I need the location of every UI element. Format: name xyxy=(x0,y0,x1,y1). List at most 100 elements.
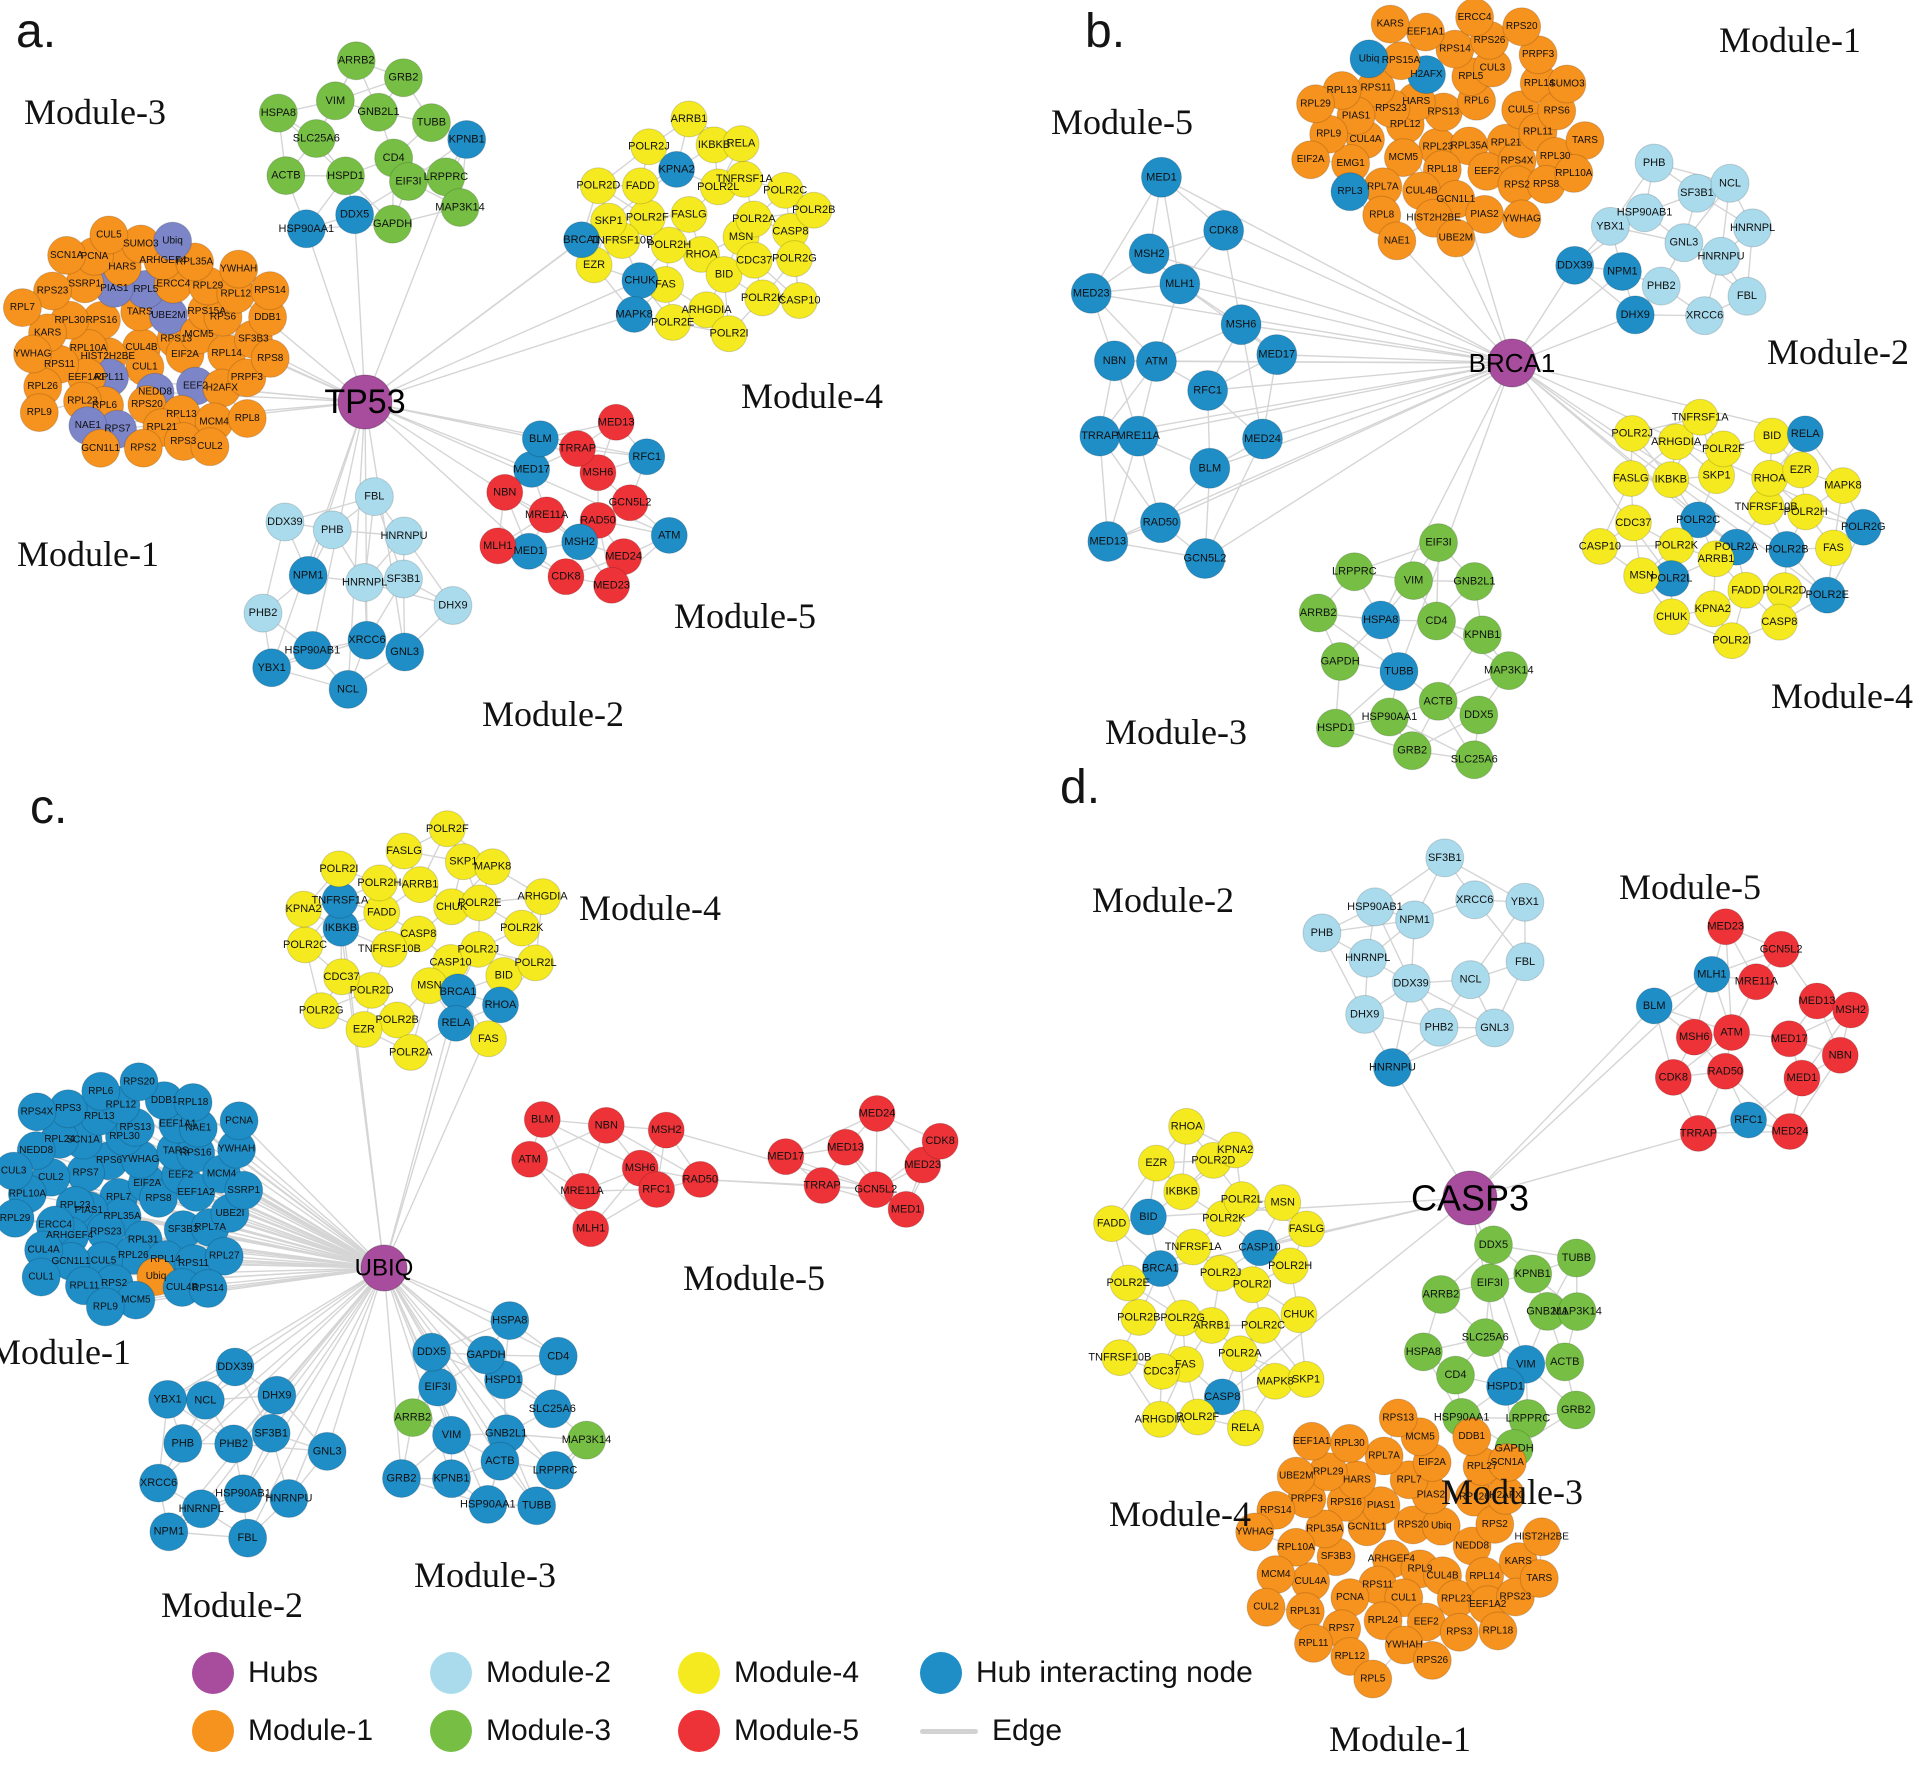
node-BLM xyxy=(521,420,559,458)
node-label-CUL4A: CUL4A xyxy=(27,1245,60,1256)
node-label-POLR2L: POLR2L xyxy=(1650,573,1692,585)
module-label-a-Module-2: Module-2 xyxy=(482,694,624,734)
node-label-POLR2G: POLR2G xyxy=(299,1005,344,1017)
node-label-RPS15A: RPS15A xyxy=(188,306,227,317)
node-POLR2A xyxy=(1221,1335,1259,1373)
node-label-EZR: EZR xyxy=(1145,1157,1167,1169)
node-label-RPL14: RPL14 xyxy=(1469,1571,1500,1582)
node-label-RAD50: RAD50 xyxy=(1143,517,1178,529)
node-FBL xyxy=(354,477,394,517)
node-FASLG xyxy=(385,832,423,870)
node-label-RPS26: RPS26 xyxy=(1474,35,1506,46)
node-POLR2J xyxy=(630,128,668,166)
node-label-GRB2: GRB2 xyxy=(1397,745,1427,757)
node-label-TNFRSF10B: TNFRSF10B xyxy=(1088,1352,1151,1364)
node-ATM xyxy=(1135,340,1177,382)
node-label-NAE1: NAE1 xyxy=(1384,235,1411,246)
node-GCN1L1 xyxy=(81,428,121,468)
node-label-RPS23: RPS23 xyxy=(90,1226,122,1237)
node-label-CUL2: CUL2 xyxy=(197,441,223,452)
node-label-SSRP1: SSRP1 xyxy=(227,1185,260,1196)
node-label-POLR2B: POLR2B xyxy=(792,204,835,216)
module-label-b-Module-5: Module-5 xyxy=(1051,102,1193,142)
node-RHOA xyxy=(481,986,519,1024)
node-POLR2I xyxy=(1233,1266,1271,1304)
node-label-RPL5: RPL5 xyxy=(1458,71,1483,82)
node-POLR2J xyxy=(459,930,497,968)
module-label-b-Module-4: Module-4 xyxy=(1771,676,1913,716)
node-label-RPL3: RPL3 xyxy=(1337,186,1362,197)
node-label-RPL26: RPL26 xyxy=(1459,1492,1490,1503)
node-MLH1 xyxy=(479,527,517,565)
node-label-YBX1: YBX1 xyxy=(1596,220,1624,232)
node-ATM xyxy=(1713,1013,1751,1051)
node-RPL10A xyxy=(1276,1527,1316,1567)
node-label-KPNB1: KPNB1 xyxy=(433,1473,469,1485)
node-label-EEF1A1: EEF1A1 xyxy=(1407,27,1445,38)
module-label-d-Module-1: Module-1 xyxy=(1329,1719,1471,1759)
node-label-MSN: MSN xyxy=(1270,1197,1295,1209)
node-label-CUL5: CUL5 xyxy=(96,229,122,240)
node-label-HNRNPU: HNRNPU xyxy=(265,1493,312,1505)
node-label-SUMO3: SUMO3 xyxy=(123,239,159,250)
node-label-CHUK: CHUK xyxy=(1656,611,1688,623)
node-label-RPL29: RPL29 xyxy=(193,281,224,292)
node-label-RPL14: RPL14 xyxy=(1524,78,1555,89)
node-MED17 xyxy=(1256,334,1298,376)
node-label-XRCC6: XRCC6 xyxy=(348,634,385,646)
node-label-RPL35A: RPL35A xyxy=(104,1211,142,1222)
module-label-c-Module-2: Module-2 xyxy=(161,1585,303,1625)
node-label-RPS20: RPS20 xyxy=(123,1076,155,1087)
node-label-HIST2H2BE: HIST2H2BE xyxy=(1514,1531,1569,1542)
node-RFC1 xyxy=(628,438,666,476)
node-RPL35A xyxy=(1305,1509,1345,1549)
node-label-CUL4B: CUL4B xyxy=(1405,186,1438,197)
node-HSP90AB1 xyxy=(1625,193,1665,233)
node-YWHAG xyxy=(1502,199,1542,239)
node-NCL xyxy=(328,669,368,709)
node-label-TRRAP: TRRAP xyxy=(1680,1127,1717,1139)
node-label-IKBKB: IKBKB xyxy=(325,922,357,934)
node-label-KPNB1: KPNB1 xyxy=(449,134,485,146)
node-label-MAP3K14: MAP3K14 xyxy=(1484,665,1534,677)
node-label-POLR2A: POLR2A xyxy=(1218,1348,1262,1360)
node-MAPK8 xyxy=(615,295,653,333)
node-DHX9 xyxy=(433,586,473,626)
node-label-MSN: MSN xyxy=(729,231,754,243)
node-label-POLR2J: POLR2J xyxy=(1200,1267,1242,1279)
node-RPL7A xyxy=(1364,1436,1404,1476)
node-BLM xyxy=(523,1100,561,1138)
panel-c: CASP8CASP10TNFRSF10BCHUKMSNFADDPOLR2JPOL… xyxy=(0,810,959,1625)
node-label-RPS14: RPS14 xyxy=(1260,1505,1292,1516)
node-label-UBE2I: UBE2I xyxy=(215,1208,244,1219)
node-CUL5 xyxy=(89,215,129,255)
node-label-MED23: MED23 xyxy=(1707,921,1744,933)
node-BID xyxy=(1129,1198,1167,1236)
node-label-KPNB1: KPNB1 xyxy=(1464,629,1500,641)
node-XRCC6 xyxy=(347,620,387,660)
module-label-a-Module-1: Module-1 xyxy=(17,534,159,574)
node-ACTB xyxy=(1418,681,1458,721)
node-POLR2F xyxy=(1704,430,1742,468)
node-label-HNRNPL: HNRNPL xyxy=(179,1503,224,1515)
node-label-MRE11A: MRE11A xyxy=(1735,976,1779,988)
node-label-CHUK: CHUK xyxy=(1283,1309,1315,1321)
node-label-RPS20: RPS20 xyxy=(1397,1520,1429,1531)
node-label-ERCC4: ERCC4 xyxy=(1458,12,1492,23)
node-label-RPL10A: RPL10A xyxy=(70,343,108,354)
node-label-RAD50: RAD50 xyxy=(580,514,615,526)
node-label-CUL5: CUL5 xyxy=(91,1255,117,1266)
node-label-CASP10: CASP10 xyxy=(1579,540,1621,552)
node-label-ACTB: ACTB xyxy=(1424,695,1453,707)
node-label-HSP90AB1: HSP90AB1 xyxy=(1347,901,1403,913)
node-TRRAP xyxy=(1079,415,1121,457)
node-KPNB1 xyxy=(1513,1254,1553,1294)
node-GNL3 xyxy=(1475,1008,1515,1048)
node-FADD xyxy=(1093,1205,1131,1243)
node-POLR2C xyxy=(766,171,804,209)
node-TNFRSF1A xyxy=(1174,1228,1212,1266)
node-HSP90AA1 xyxy=(468,1484,508,1524)
node-label-YWHAG: YWHAG xyxy=(121,1154,159,1165)
node-label-MCM5: MCM5 xyxy=(1389,152,1419,163)
node-label-EEF1A1: EEF1A1 xyxy=(1293,1436,1331,1447)
